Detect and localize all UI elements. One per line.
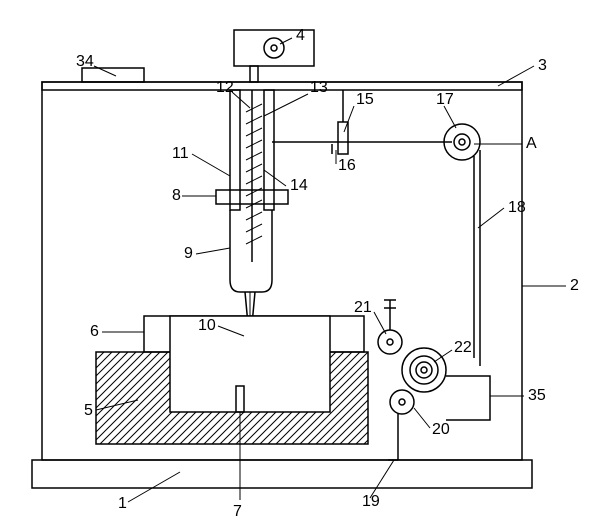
ldr-14	[264, 170, 286, 186]
roller-21-bracket	[384, 300, 396, 330]
label-19: 19	[362, 493, 380, 510]
ldr-3	[498, 66, 534, 86]
ldr-11	[192, 154, 230, 176]
roller-22-b	[410, 356, 438, 384]
label-20: 20	[432, 421, 450, 438]
screw-threads-13	[246, 104, 262, 244]
base-1	[32, 460, 532, 488]
top-beam-3	[42, 82, 522, 90]
label-22: 22	[454, 339, 472, 356]
label-12: 12	[216, 79, 234, 96]
bracket-35	[446, 376, 490, 420]
label-14: 14	[290, 177, 308, 194]
roller-20-dot	[399, 399, 405, 405]
roller-21-dot	[387, 339, 393, 345]
pulley-17-dot	[459, 139, 465, 145]
ldr-17	[444, 106, 456, 128]
label-21: 21	[354, 299, 372, 316]
body-inner-white	[170, 316, 330, 412]
label-10: 10	[198, 317, 216, 334]
label-6: 6	[90, 323, 99, 340]
label-3: 3	[538, 57, 547, 74]
ldr-9	[196, 248, 230, 254]
label-18: 18	[508, 199, 526, 216]
ldr-13	[264, 94, 308, 116]
label-7: 7	[233, 503, 242, 520]
label-11: 11	[172, 145, 189, 162]
pulley-17-inner	[454, 134, 470, 150]
labels: 1 2 3 4 5 6 7 8 9 10 11 12 13 14 15 16 1…	[76, 27, 579, 520]
tool-9	[230, 210, 272, 292]
label-34: 34	[76, 53, 94, 70]
ldr-21	[374, 312, 386, 334]
label-A: A	[526, 135, 537, 152]
label-4: 4	[296, 27, 305, 44]
label-1: 1	[118, 495, 127, 512]
label-5: 5	[84, 402, 93, 419]
roller-21	[378, 330, 402, 354]
label-17: 17	[436, 91, 454, 108]
roller-20	[390, 390, 414, 414]
label-9: 9	[184, 245, 193, 262]
label-35: 35	[528, 387, 546, 404]
ldr-1	[128, 472, 180, 502]
support-19	[388, 414, 398, 460]
label-8: 8	[172, 187, 181, 204]
motor-knob-4	[264, 38, 284, 58]
roller-22-d	[421, 367, 427, 373]
motor-knob-dot	[271, 45, 277, 51]
ldr-20	[414, 408, 430, 428]
label-16: 16	[338, 157, 356, 174]
label-13: 13	[310, 79, 328, 96]
motor-shaft	[250, 66, 258, 82]
roller-22	[402, 348, 446, 392]
ldr-15	[344, 106, 354, 132]
label-15: 15	[356, 91, 374, 108]
holder-11b	[264, 90, 274, 210]
holder-11	[230, 90, 240, 210]
label-2: 2	[570, 277, 579, 294]
ldr-12	[232, 92, 250, 108]
roller-22-c	[416, 362, 432, 378]
ldr-18	[478, 208, 504, 228]
